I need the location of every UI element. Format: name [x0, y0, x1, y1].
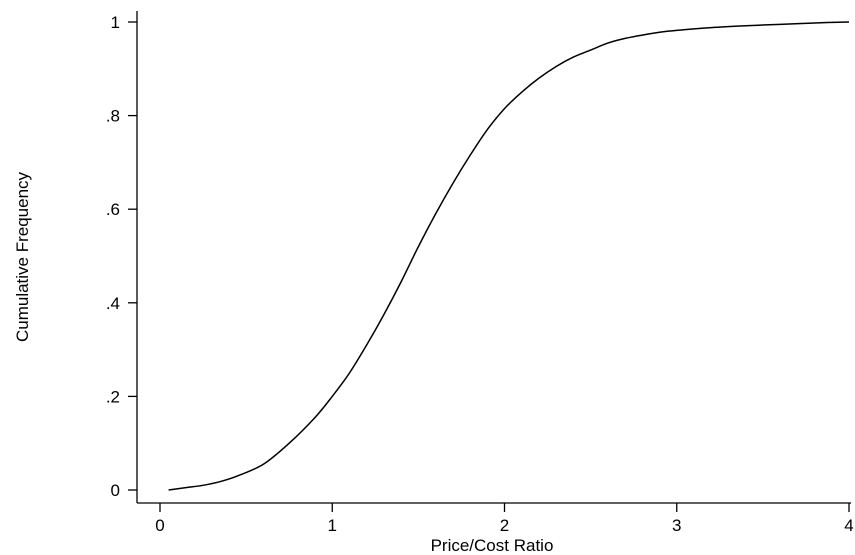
x-tick-label: 0: [155, 516, 164, 535]
y-tick-label: .6: [106, 200, 120, 219]
y-tick-label: 0: [111, 481, 120, 500]
y-tick-label: .2: [106, 387, 120, 406]
y-tick-label: 1: [111, 13, 120, 32]
x-tick-label: 3: [672, 516, 681, 535]
x-axis-title: Price/Cost Ratio: [431, 536, 554, 555]
x-ticks: 0 1 2 3 4: [155, 503, 854, 535]
y-axis-title: Cumulative Frequency: [13, 171, 32, 342]
x-tick-label: 1: [328, 516, 337, 535]
plot-area: 0 .2 .4 .6 .8 1 0 1 2 3 4: [106, 11, 854, 535]
y-tick-label: .4: [106, 294, 120, 313]
x-tick-label: 4: [844, 516, 853, 535]
cumulative-frequency-line: [168, 21, 850, 491]
y-ticks: 0 .2 .4 .6 .8 1: [106, 13, 137, 500]
y-tick-label: .8: [106, 107, 120, 126]
x-tick-label: 2: [500, 516, 509, 535]
